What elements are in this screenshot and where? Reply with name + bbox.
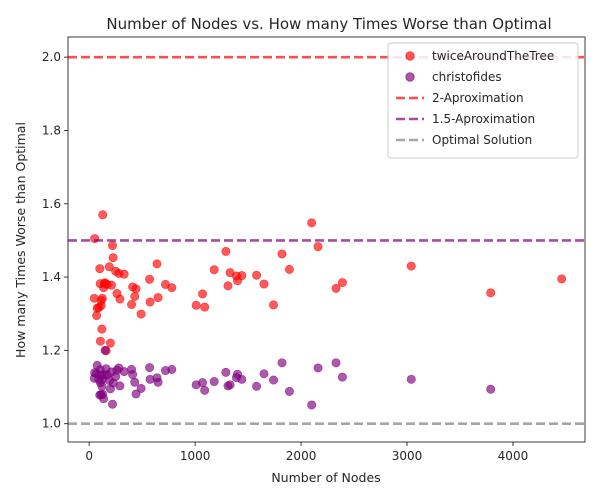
christofides-point-58 — [406, 374, 416, 384]
x-tick-label-0: 0 — [85, 449, 93, 463]
twicearoundthetree-point-26 — [115, 294, 125, 304]
y-tick-label-5: 2.0 — [42, 50, 61, 64]
christofides-point-26 — [115, 381, 125, 391]
twicearoundthetree-point-11 — [97, 293, 107, 303]
twicearoundthetree-point-18 — [104, 262, 114, 272]
twicearoundthetree-point-35 — [152, 259, 162, 269]
christofides-point-49 — [252, 381, 262, 391]
twicearoundthetree-point-20 — [106, 280, 116, 290]
twicearoundthetree-point-58 — [406, 261, 416, 271]
twicearoundthetree-point-8 — [95, 336, 105, 346]
twicearoundthetree-point-55 — [313, 242, 323, 252]
twicearoundthetree-point-48 — [237, 271, 247, 281]
christofides-point-57 — [337, 372, 347, 382]
christofides-point-32 — [136, 383, 146, 393]
christofides-point-29 — [128, 370, 138, 380]
twicearoundthetree-point-54 — [307, 218, 317, 228]
twicearoundthetree-point-41 — [200, 302, 210, 312]
christofides-point-40 — [198, 378, 208, 388]
legend-label-optimal-solution: Optimal Solution — [432, 133, 532, 147]
legend-label-twicearoundthetree: twiceAroundTheTree — [432, 49, 554, 63]
twicearoundthetree-point-52 — [277, 249, 287, 259]
christofides-point-55 — [313, 363, 323, 373]
x-tick-label-3: 3000 — [392, 449, 423, 463]
christofides-point-38 — [167, 364, 177, 374]
christofides-point-36 — [153, 377, 163, 387]
christofides-point-21 — [107, 399, 117, 409]
y-axis-label: How many Times Worse than Optimal — [13, 122, 28, 358]
christofides-point-59 — [486, 384, 496, 394]
twicearoundthetree-point-36 — [153, 293, 163, 303]
twicearoundthetree-point-10 — [97, 324, 107, 334]
twicearoundthetree-point-22 — [108, 253, 118, 263]
x-tick-label-2: 2000 — [286, 449, 317, 463]
legend-marker-christofides — [405, 72, 415, 82]
twicearoundthetree-point-31 — [131, 284, 141, 294]
christofides-point-41 — [200, 385, 210, 395]
christofides-point-54 — [307, 400, 317, 410]
twicearoundthetree-point-30 — [130, 291, 140, 301]
legend: twiceAroundTheTree christofides 2-Aproxima… — [387, 42, 579, 159]
christofides-point-31 — [131, 389, 141, 399]
twicearoundthetree-point-40 — [198, 289, 208, 299]
y-tick-label-4: 1.8 — [42, 123, 61, 137]
christofides-point-15 — [100, 345, 110, 355]
twicearoundthetree-point-57 — [337, 278, 347, 288]
twicearoundthetree-point-53 — [284, 264, 294, 274]
twicearoundthetree-point-51 — [269, 300, 279, 310]
christofides-point-53 — [284, 386, 294, 396]
christofides-point-33 — [145, 363, 155, 373]
twicearoundthetree-point-56 — [331, 283, 341, 293]
christofides-point-51 — [269, 375, 279, 385]
twicearoundthetree-point-60 — [557, 274, 567, 284]
twicearoundthetree-point-49 — [252, 270, 262, 280]
twicearoundthetree-point-32 — [136, 309, 146, 319]
christofides-point-13 — [99, 394, 109, 404]
twicearoundthetree-point-44 — [223, 281, 233, 291]
legend-box — [387, 42, 579, 159]
christofides-point-43 — [221, 367, 231, 377]
y-tick-label-0: 1.0 — [42, 417, 61, 431]
x-tick-label-4: 4000 — [498, 449, 529, 463]
christofides-point-48 — [237, 374, 247, 384]
christofides-point-52 — [277, 358, 287, 368]
twicearoundthetree-point-12 — [98, 210, 108, 220]
twicearoundthetree-point-19 — [105, 338, 115, 348]
twicearoundthetree-point-27 — [119, 269, 129, 279]
x-axis-label: Number of Nodes — [271, 470, 380, 485]
y-tick-label-3: 1.6 — [42, 197, 61, 211]
christofides-point-45 — [225, 380, 235, 390]
y-tick-label-2: 1.4 — [42, 270, 61, 284]
legend-label-christofides: christofides — [432, 70, 502, 84]
plot-frame — [67, 36, 586, 443]
twicearoundthetree-point-39 — [191, 300, 201, 310]
legend-marker-twicearoundthetree — [405, 51, 415, 61]
christofides-point-30 — [130, 377, 140, 387]
twicearoundthetree-point-21 — [107, 241, 117, 251]
legend-label-1-5-aproximation: 1.5-Aproximation — [432, 112, 535, 126]
christofides-point-27 — [119, 367, 129, 377]
twicearoundthetree-point-34 — [145, 297, 155, 307]
twicearoundthetree-point-28 — [127, 300, 137, 310]
christofides-point-50 — [259, 369, 269, 379]
y-tick-label-1: 1.2 — [42, 343, 61, 357]
christofides-point-56 — [331, 358, 341, 368]
x-tick-label-1: 1000 — [180, 449, 211, 463]
twicearoundthetree-point-38 — [167, 283, 177, 293]
legend-label-2-aproximation: 2-Aproximation — [432, 91, 524, 105]
chart-title: Number of Nodes vs. How many Times Worse… — [106, 15, 551, 33]
christofides-point-42 — [209, 377, 219, 387]
twicearoundthetree-point-42 — [209, 265, 219, 275]
twicearoundthetree-point-50 — [259, 279, 269, 289]
twicearoundthetree-point-33 — [145, 274, 155, 284]
twicearoundthetree-point-5 — [95, 264, 105, 274]
twicearoundthetree-point-43 — [221, 246, 231, 256]
twicearoundthetree-point-59 — [486, 288, 496, 298]
